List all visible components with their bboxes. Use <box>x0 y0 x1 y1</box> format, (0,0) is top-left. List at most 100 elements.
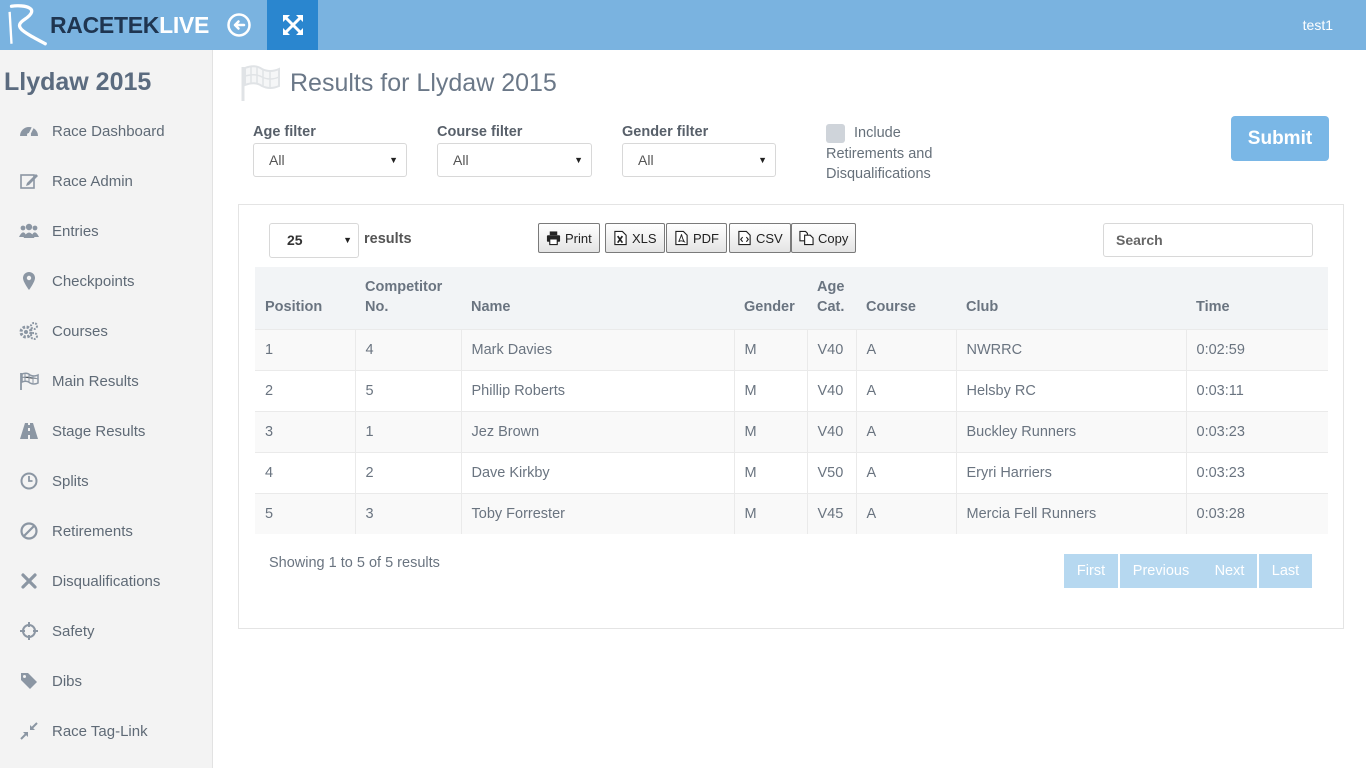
cell-club: Helsby RC <box>956 369 1187 411</box>
table-row: 1 4 Mark Davies M V40 A NWRRC 0:02:59 <box>255 328 1328 370</box>
copy-button[interactable]: Copy <box>791 223 857 253</box>
compress-icon <box>18 720 40 742</box>
cell-age-cat: V45 <box>807 492 857 534</box>
sidebar-item-race-tag-link[interactable]: Race Tag-Link <box>0 706 212 756</box>
page-previous-button[interactable]: Previous <box>1120 554 1202 588</box>
pdf-file-icon <box>675 230 688 246</box>
page-length-select[interactable]: 25 ▼ <box>269 223 359 258</box>
sidebar-item-label: Retirements <box>52 522 133 540</box>
cell-gender: M <box>734 492 808 534</box>
page-first-button[interactable]: First <box>1064 554 1118 588</box>
include-retirements-checkbox[interactable] <box>826 124 845 143</box>
clock-icon <box>18 470 40 492</box>
brand-name: RACETEKLIVE <box>50 11 209 38</box>
expand-icon <box>282 14 303 36</box>
cogs-icon <box>18 320 40 342</box>
cell-name: Mark Davies <box>461 328 735 370</box>
back-icon[interactable] <box>226 12 252 38</box>
sidebar-item-stage-results[interactable]: Stage Results <box>0 406 212 456</box>
column-header-gender[interactable]: Gender <box>734 267 807 329</box>
sidebar-item-main-results[interactable]: Main Results <box>0 356 212 406</box>
user-menu[interactable]: test1 <box>1302 17 1333 33</box>
tag-icon <box>18 670 40 692</box>
sidebar-item-courses[interactable]: Courses <box>0 306 212 356</box>
cell-age-cat: V40 <box>807 410 857 452</box>
results-table: Position Competitor No. Name Gender Age … <box>255 267 1328 534</box>
ban-icon <box>18 520 40 542</box>
sidebar-item-checkpoints[interactable]: Checkpoints <box>0 256 212 306</box>
sidebar-item-label: Race Dashboard <box>52 122 165 140</box>
gender-filter-label: Gender filter <box>622 124 709 140</box>
gender-filter-select[interactable]: All ▼ <box>622 143 776 177</box>
results-panel: 25 ▼ results Print XLS PDF CSV Copy Posi… <box>238 204 1344 629</box>
cell-position: 2 <box>255 369 356 411</box>
cell-gender: M <box>734 328 808 370</box>
sidebar-item-label: Race Admin <box>52 172 133 190</box>
cell-club: Buckley Runners <box>956 410 1187 452</box>
sidebar-item-disqualifications[interactable]: Disqualifications <box>0 556 212 606</box>
print-button[interactable]: Print <box>538 223 600 253</box>
cell-name: Dave Kirkby <box>461 451 735 493</box>
cell-competitor-no: 1 <box>355 410 462 452</box>
excel-file-icon <box>614 230 627 246</box>
table-row: 4 2 Dave Kirkby M V50 A Eryri Harriers 0… <box>255 451 1328 493</box>
search-input[interactable] <box>1103 223 1313 257</box>
table-header-row: Position Competitor No. Name Gender Age … <box>255 267 1328 329</box>
sidebar-item-label: Courses <box>52 322 108 340</box>
cell-club: Mercia Fell Runners <box>956 492 1187 534</box>
cell-position: 5 <box>255 492 356 534</box>
age-filter-select[interactable]: All ▼ <box>253 143 407 177</box>
page-header: Results for Llydaw 2015 <box>240 64 557 102</box>
sidebar-item-entries[interactable]: Entries <box>0 206 212 256</box>
column-header-competitor-no[interactable]: Competitor No. <box>355 267 461 329</box>
fullscreen-button[interactable] <box>267 0 318 50</box>
cell-club: NWRRC <box>956 328 1187 370</box>
page-next-button[interactable]: Next <box>1202 554 1257 588</box>
include-retirements-label[interactable]: Include Retirements and Disqualification… <box>826 125 933 182</box>
sidebar-item-race-dashboard[interactable]: Race Dashboard <box>0 106 212 156</box>
sidebar-item-retirements[interactable]: Retirements <box>0 506 212 556</box>
cell-course: A <box>856 328 957 370</box>
checkered-flag-icon <box>241 65 280 101</box>
table-row: 3 1 Jez Brown M V40 A Buckley Runners 0:… <box>255 410 1328 452</box>
age-filter-label: Age filter <box>253 124 316 140</box>
sidebar-item-splits[interactable]: Splits <box>0 456 212 506</box>
top-bar: RACETEKLIVE test1 <box>0 0 1366 50</box>
page-length-label: results <box>364 231 412 247</box>
column-header-course[interactable]: Course <box>856 267 956 329</box>
column-header-time[interactable]: Time <box>1186 267 1328 329</box>
page-last-button[interactable]: Last <box>1259 554 1312 588</box>
table-row: 5 3 Toby Forrester M V45 A Mercia Fell R… <box>255 492 1328 534</box>
cell-position: 3 <box>255 410 356 452</box>
column-header-club[interactable]: Club <box>956 267 1186 329</box>
pdf-button[interactable]: PDF <box>666 223 727 253</box>
submit-button[interactable]: Submit <box>1231 116 1329 161</box>
pdf-label: PDF <box>693 230 719 246</box>
sidebar-nav: Race Dashboard Race Admin Entries Checkp… <box>0 106 212 756</box>
course-filter-value: All <box>453 152 469 168</box>
sidebar-item-label: Safety <box>52 622 95 640</box>
csv-button[interactable]: CSV <box>729 223 791 253</box>
brand-logo[interactable]: RACETEKLIVE <box>4 0 209 50</box>
cell-competitor-no: 5 <box>355 369 462 411</box>
column-header-name[interactable]: Name <box>461 267 734 329</box>
logo-swoosh-icon <box>8 4 47 46</box>
column-header-age-cat[interactable]: Age Cat. <box>807 267 856 329</box>
cell-gender: M <box>734 451 808 493</box>
sidebar-item-label: Disqualifications <box>52 572 161 590</box>
cell-age-cat: V40 <box>807 328 857 370</box>
column-header-position[interactable]: Position <box>255 267 355 329</box>
cell-age-cat: V50 <box>807 451 857 493</box>
xls-button[interactable]: XLS <box>605 223 665 253</box>
map-marker-icon <box>18 270 40 292</box>
cell-competitor-no: 2 <box>355 451 462 493</box>
sidebar-item-safety[interactable]: Safety <box>0 606 212 656</box>
sidebar-item-label: Main Results <box>52 372 139 390</box>
cell-position: 1 <box>255 328 356 370</box>
sidebar-item-dibs[interactable]: Dibs <box>0 656 212 706</box>
sidebar-item-race-admin[interactable]: Race Admin <box>0 156 212 206</box>
chevron-down-icon: ▼ <box>389 155 398 165</box>
gender-filter-value: All <box>638 152 654 168</box>
course-filter-select[interactable]: All ▼ <box>437 143 592 177</box>
cell-gender: M <box>734 410 808 452</box>
